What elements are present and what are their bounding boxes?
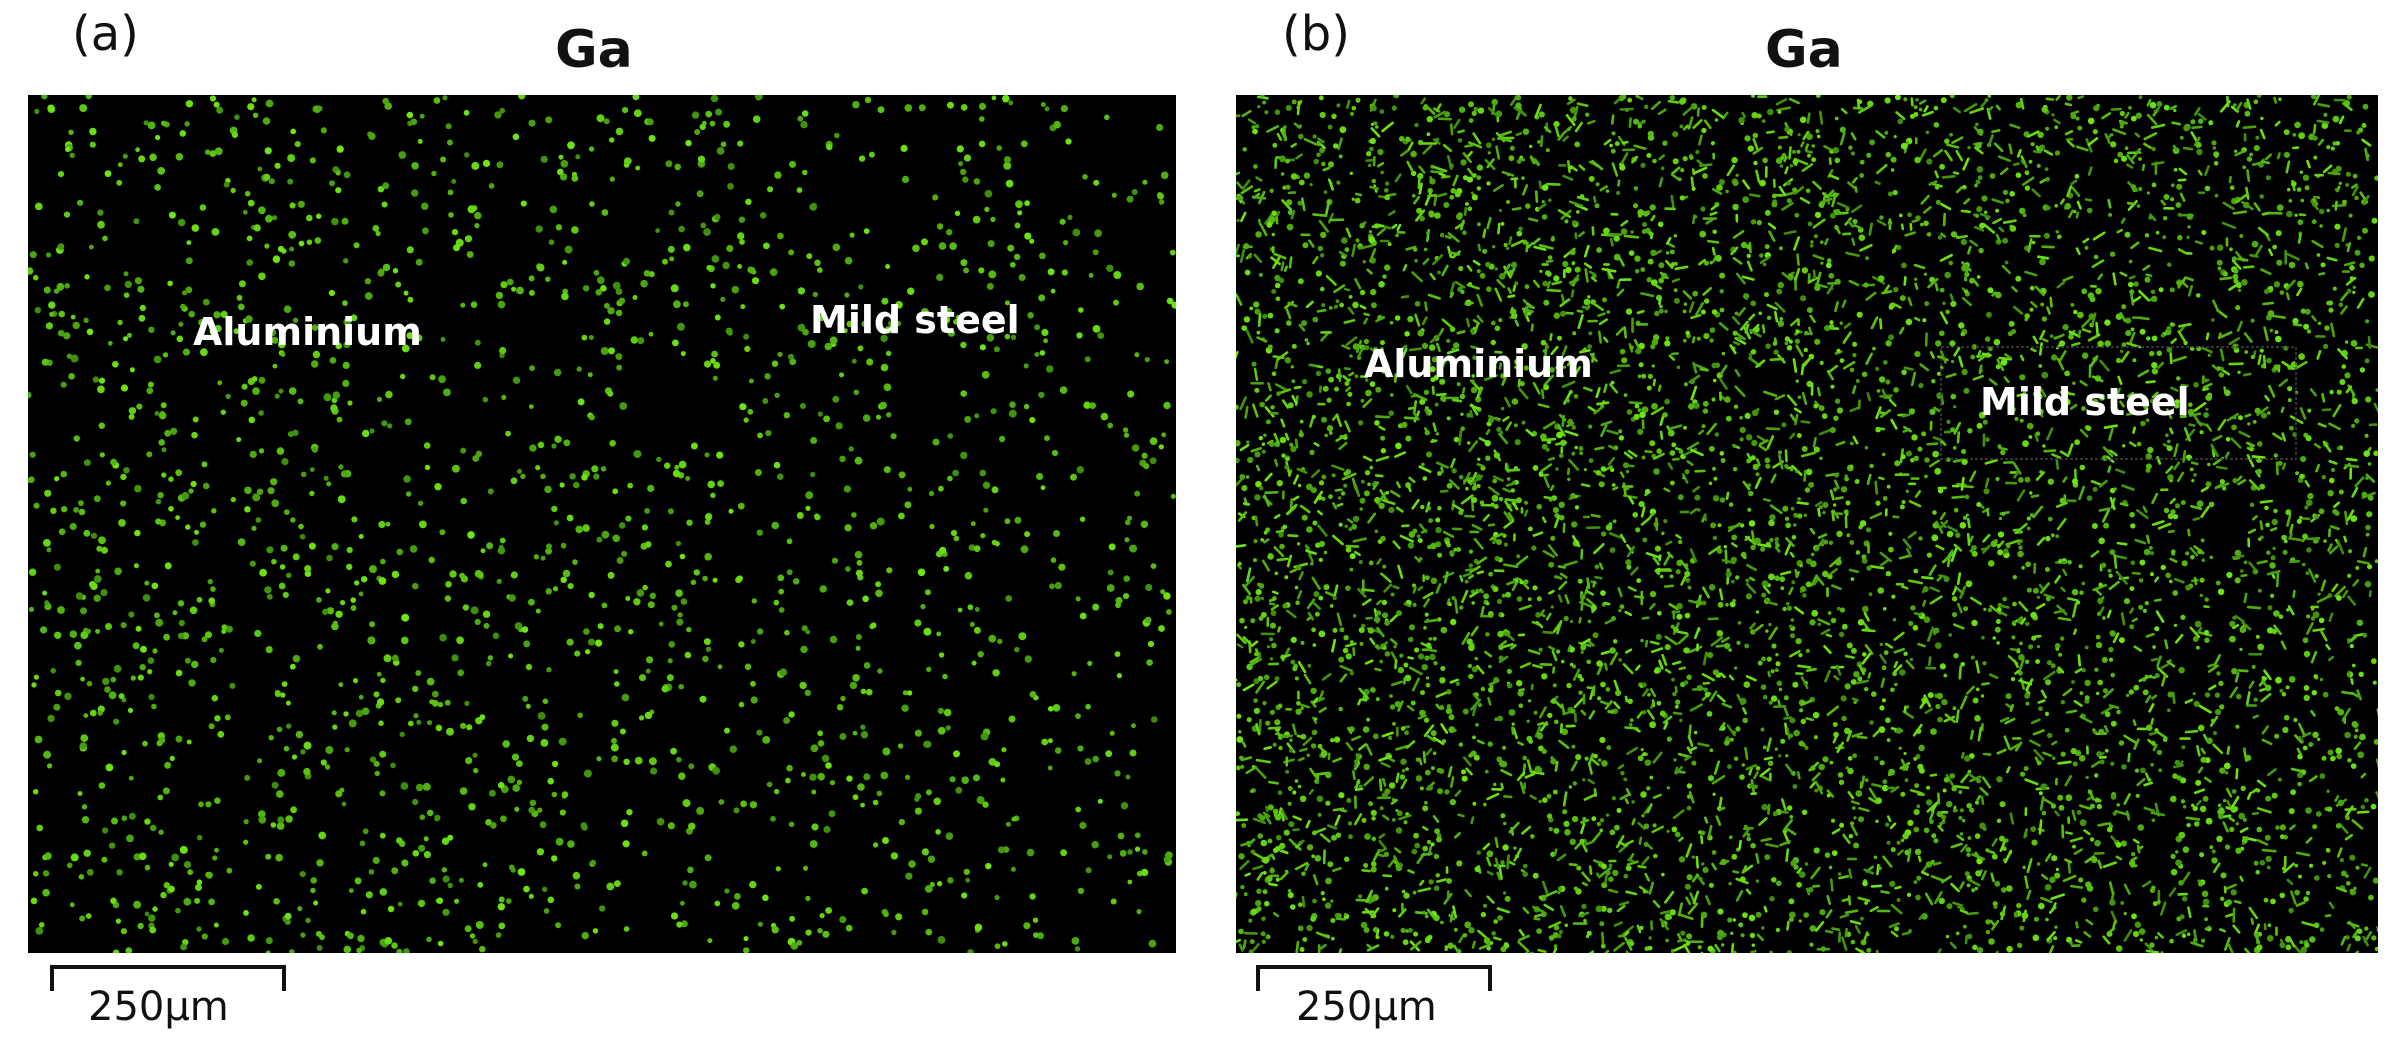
scale-bar-label: 250μm (88, 984, 229, 1030)
ga-dots-layer (28, 95, 1176, 953)
ga-dots-layer (1236, 95, 2378, 953)
ga-distribution-map: Aluminium Mild steel (28, 95, 1176, 953)
panel-letter: (a) (72, 6, 139, 62)
scale-bar-label: 250μm (1296, 984, 1437, 1030)
scale-bar (1256, 965, 1492, 991)
region-label-mild-steel: Mild steel (810, 298, 1020, 342)
element-title: Ga (1765, 20, 1843, 80)
region-label-mild-steel: Mild steel (1980, 380, 2190, 424)
mild-steel-outline (1940, 346, 2297, 460)
scale-bar (50, 965, 286, 991)
panel-a: (a) Ga Aluminium Mild steel 250μm (0, 0, 1200, 1051)
ga-distribution-map: Aluminium Mild steel (1236, 95, 2378, 953)
panel-letter: (b) (1282, 6, 1350, 62)
panel-b: (b) Ga Aluminium Mild steel 250μm (1200, 0, 2402, 1051)
region-label-aluminium: Aluminium (1364, 342, 1593, 386)
region-label-aluminium: Aluminium (193, 310, 422, 354)
element-title: Ga (555, 20, 633, 80)
